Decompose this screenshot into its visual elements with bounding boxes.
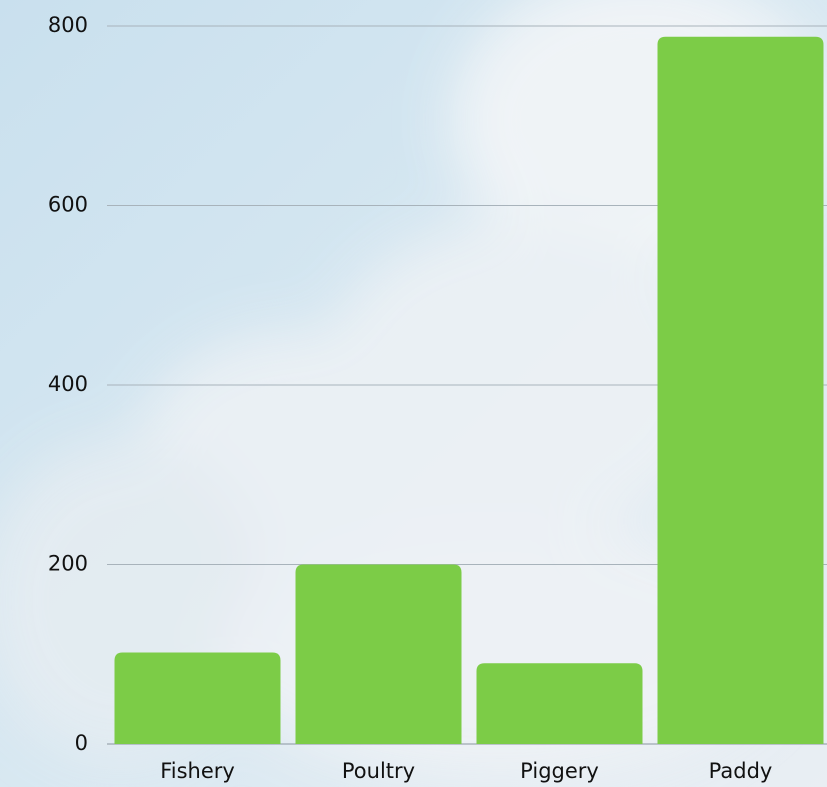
x-tick-label: Fishery <box>160 759 235 783</box>
bar <box>476 663 643 744</box>
y-tick-label: 800 <box>48 13 88 37</box>
y-tick-label: 400 <box>48 372 88 396</box>
bar <box>657 36 824 744</box>
x-tick-label: Piggery <box>520 759 599 783</box>
x-tick-label: Poultry <box>342 759 415 783</box>
y-tick-label: 600 <box>48 193 88 217</box>
y-tick-label: 200 <box>48 552 88 576</box>
x-tick-label: Paddy <box>709 759 773 783</box>
bar <box>114 652 281 744</box>
bar <box>295 564 462 744</box>
y-tick-label: 0 <box>75 731 88 755</box>
